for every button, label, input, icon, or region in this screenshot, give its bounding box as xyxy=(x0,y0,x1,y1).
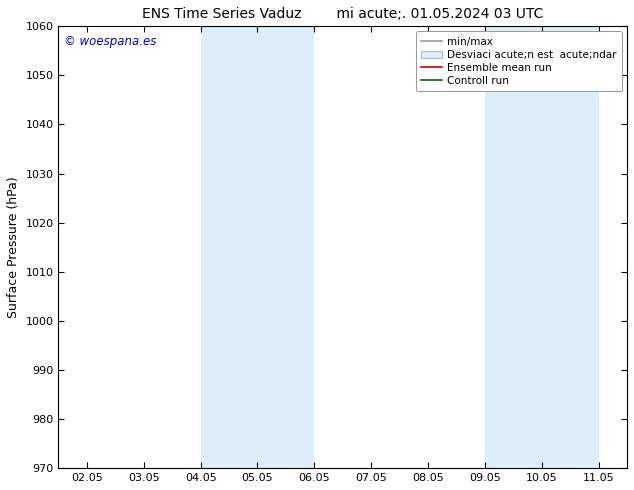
Text: © woespana.es: © woespana.es xyxy=(64,35,157,48)
Legend: min/max, Desviaci acute;n est  acute;ndar, Ensemble mean run, Controll run: min/max, Desviaci acute;n est acute;ndar… xyxy=(416,31,622,91)
Bar xyxy=(485,26,598,468)
Bar xyxy=(200,26,314,468)
Y-axis label: Surface Pressure (hPa): Surface Pressure (hPa) xyxy=(7,176,20,318)
Title: ENS Time Series Vaduz        mi acute;. 01.05.2024 03 UTC: ENS Time Series Vaduz mi acute;. 01.05.2… xyxy=(142,7,543,21)
